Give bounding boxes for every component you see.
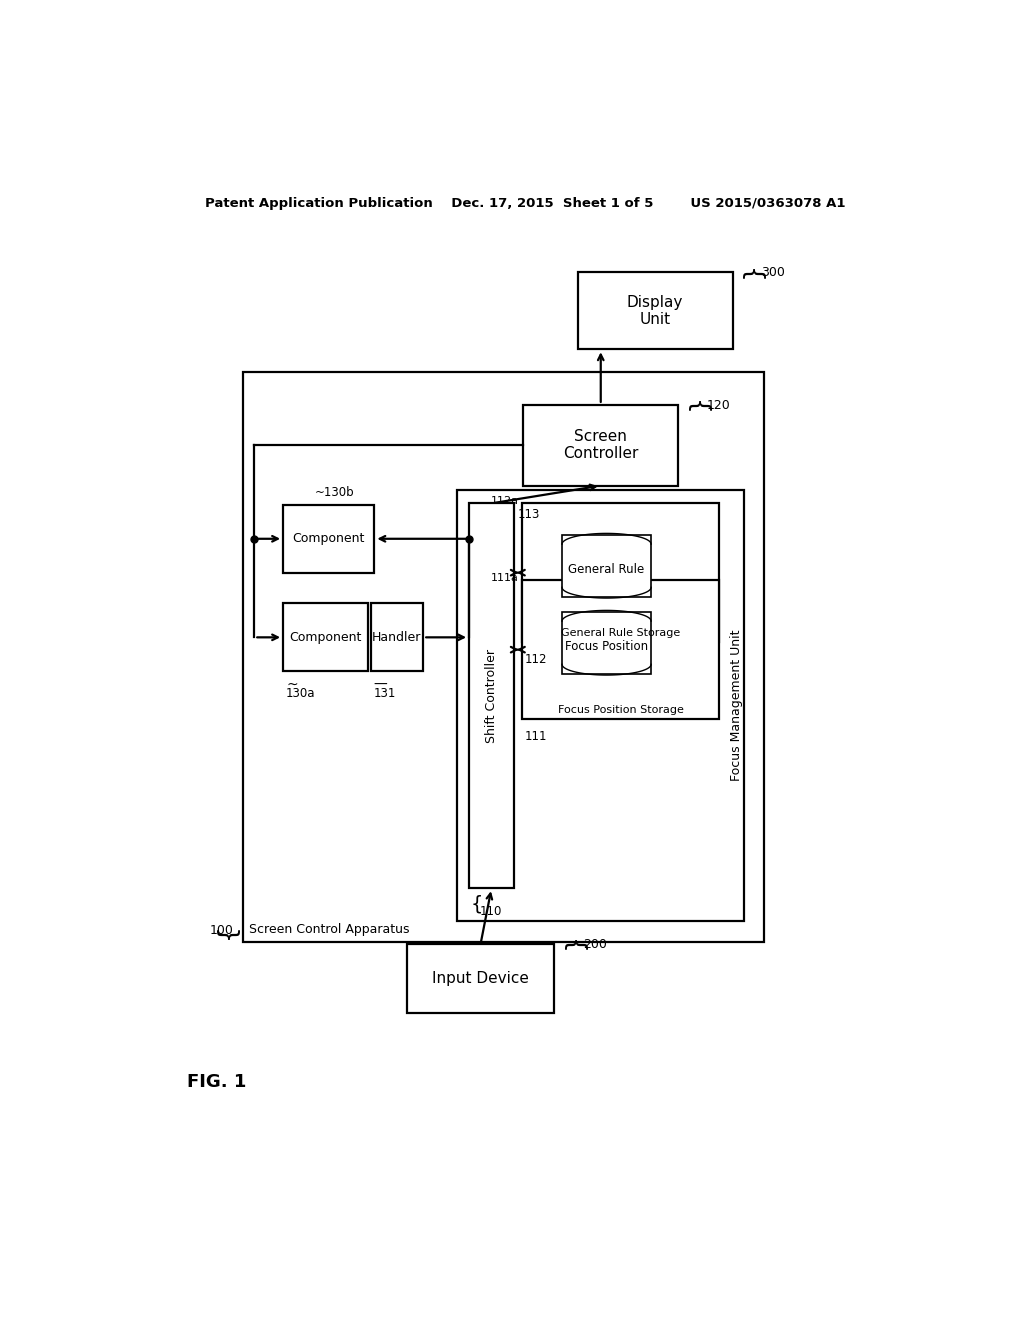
Text: 300: 300 <box>761 267 785 280</box>
Text: ~130b: ~130b <box>315 486 354 499</box>
Text: {: { <box>471 895 483 913</box>
Text: Patent Application Publication    Dec. 17, 2015  Sheet 1 of 5        US 2015/036: Patent Application Publication Dec. 17, … <box>205 197 845 210</box>
Text: Component: Component <box>290 631 361 644</box>
Text: Input Device: Input Device <box>432 972 529 986</box>
Bar <box>523 405 678 486</box>
Text: 111: 111 <box>524 730 547 743</box>
Text: Screen Control Apparatus: Screen Control Apparatus <box>249 923 410 936</box>
Text: 113: 113 <box>518 508 541 521</box>
Text: {: { <box>215 923 239 939</box>
Text: General Rule: General Rule <box>568 564 645 576</box>
Text: Handler: Handler <box>373 631 422 644</box>
Text: Display
Unit: Display Unit <box>627 294 683 327</box>
Text: General Rule Storage: General Rule Storage <box>561 628 680 638</box>
Text: {: { <box>738 268 762 284</box>
Bar <box>562 535 651 597</box>
Text: 112: 112 <box>524 653 547 665</box>
Bar <box>578 272 732 350</box>
Bar <box>521 503 719 642</box>
Text: FIG. 1: FIG. 1 <box>187 1073 247 1092</box>
Text: 130a: 130a <box>286 686 315 700</box>
Bar <box>243 372 764 942</box>
Text: Focus Position: Focus Position <box>565 640 648 653</box>
Text: 112a: 112a <box>490 496 518 506</box>
Bar <box>371 603 423 671</box>
Bar <box>283 506 375 573</box>
Text: Screen
Controller: Screen Controller <box>563 429 638 462</box>
Text: 120: 120 <box>707 399 731 412</box>
Bar <box>469 503 514 888</box>
Text: 131: 131 <box>374 686 396 700</box>
Text: Focus Position Storage: Focus Position Storage <box>558 705 683 714</box>
Text: —: — <box>374 677 387 692</box>
Text: 111a: 111a <box>490 573 518 582</box>
Text: 200: 200 <box>583 937 607 950</box>
Bar <box>283 603 369 671</box>
Bar <box>407 944 554 1014</box>
Text: 100: 100 <box>210 924 234 937</box>
Text: 110: 110 <box>480 906 502 919</box>
Text: Component: Component <box>293 532 365 545</box>
Text: ~: ~ <box>286 677 298 692</box>
Text: Focus Management Unit: Focus Management Unit <box>730 630 742 781</box>
Bar <box>521 581 719 719</box>
Text: {: { <box>684 400 708 416</box>
Text: Shift Controller: Shift Controller <box>485 649 498 743</box>
Bar <box>562 612 651 673</box>
Bar <box>458 490 744 921</box>
Text: {: { <box>560 940 584 956</box>
